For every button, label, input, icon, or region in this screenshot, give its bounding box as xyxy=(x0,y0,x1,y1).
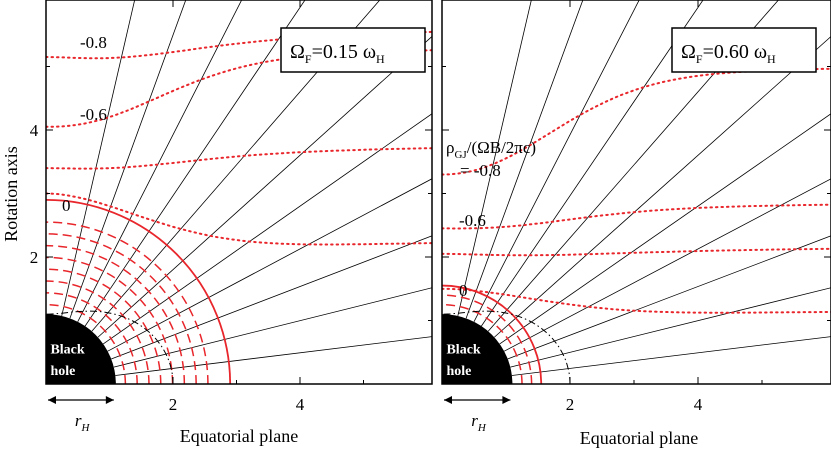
left-field-line-10 xyxy=(61,0,136,317)
left-xtick-label-1: 4 xyxy=(296,395,305,414)
left-horizon-label-line2: hole xyxy=(50,364,75,379)
left-dashed-contour-7 xyxy=(46,221,209,384)
density-label-formula: ρGJ/(ΩB/2πc) xyxy=(446,138,536,161)
left-field-line-3 xyxy=(107,178,432,352)
right-dashed-contour-1 xyxy=(442,294,533,384)
left-ytick-label-0: 2 xyxy=(30,248,39,267)
left-scale-arrow-right xyxy=(105,396,114,404)
right-xtick-label-1: 4 xyxy=(694,395,703,414)
right-horizon-label-line2: hole xyxy=(446,364,471,379)
left-plot-frame xyxy=(45,0,433,385)
right-contour-0 xyxy=(442,67,831,176)
left-x-axis-title: Equatorial plane xyxy=(180,426,298,446)
left-contour-labels: -0.8 -0.6 0 xyxy=(62,33,107,215)
right-ergosphere-curve xyxy=(442,310,571,384)
left-scale-arrow-left xyxy=(48,396,56,404)
right-field-line-2 xyxy=(507,235,831,360)
left-dashed-contour-6 xyxy=(46,233,197,384)
left-xtick-label-0: 2 xyxy=(169,395,178,414)
left-contour-label-4: 0 xyxy=(62,196,71,215)
right-annotation-text: ΩF=0.60 ωH xyxy=(681,41,776,66)
density-label-value: = -0.8 xyxy=(460,161,501,180)
right-contour-1 xyxy=(442,203,831,230)
right-dashed-contour-0 xyxy=(442,303,523,384)
left-field-line-9 xyxy=(69,0,187,319)
left-field-line-2 xyxy=(111,235,432,360)
left-dashed-contour-5 xyxy=(46,244,186,384)
right-horizon-disc xyxy=(442,314,513,384)
left-field-line-0 xyxy=(115,336,432,376)
left-scale-label: rH xyxy=(75,411,91,434)
right-contour-label-1: -0.6 xyxy=(459,211,486,230)
right-scale-arrow-right xyxy=(502,396,511,404)
left-annotation-box: ΩF=0.15 ωH xyxy=(280,27,426,73)
left-dashed-contour-1 xyxy=(46,292,138,384)
left-horizon-disc xyxy=(46,314,116,384)
right-scale-arrow-left xyxy=(444,396,452,404)
right-contour-labels: -0.6 0 xyxy=(459,211,486,300)
left-ergosphere-curve xyxy=(46,310,174,384)
left-ticks: 2 4 2 4 xyxy=(30,0,432,414)
right-horizon-label-line1: Black xyxy=(446,343,480,358)
left-contour-zero xyxy=(46,198,232,384)
left-annotation-text: ΩF=0.15 ωH xyxy=(290,41,385,66)
left-dashed-contour-4 xyxy=(46,256,174,384)
right-field-line-8 xyxy=(473,0,640,322)
right-horizon-scale: rH xyxy=(444,396,511,434)
right-horizon: Black hole xyxy=(442,314,513,384)
right-xtick-label-0: 2 xyxy=(566,395,575,414)
left-contour-2 xyxy=(46,147,432,170)
left-contour-3 xyxy=(46,192,432,246)
right-annotation-frame xyxy=(671,27,817,73)
right-field-line-5 xyxy=(494,35,831,338)
left-field-line-1 xyxy=(113,287,432,368)
left-field-line-7 xyxy=(84,0,306,327)
left-horizon: Black hole xyxy=(46,314,116,384)
right-contour-label-4: 0 xyxy=(459,281,468,300)
right-field-line-9 xyxy=(465,0,584,319)
right-plot-content xyxy=(442,0,831,384)
left-contour-label-1: -0.6 xyxy=(80,105,107,124)
left-contour-label-0: -0.8 xyxy=(80,33,107,52)
right-field-line-4 xyxy=(499,113,831,345)
left-panel: Black hole 2 4 2 4 ΩF=0.15 ωH rH -0.8 -0.6 0 E… xyxy=(1,0,433,446)
right-field-line-10 xyxy=(457,0,532,317)
y-axis-title: Rotation axis xyxy=(1,146,21,242)
right-contour-2 xyxy=(442,247,831,257)
left-annotation-frame xyxy=(280,27,426,73)
left-field-line-8 xyxy=(77,0,243,322)
left-horizon-scale: rH xyxy=(48,396,114,434)
left-field-line-5 xyxy=(97,35,432,338)
left-field-line-4 xyxy=(102,113,432,345)
right-field-line-1 xyxy=(510,287,831,368)
right-field-line-3 xyxy=(503,178,831,352)
left-plot-content xyxy=(46,0,432,384)
left-dashed-contour-0 xyxy=(46,303,127,384)
left-dashed-contour-2 xyxy=(46,280,150,384)
right-annotation-box: ΩF=0.60 ωH xyxy=(671,27,817,73)
left-dashed-contour-3 xyxy=(46,268,162,384)
right-contour-3 xyxy=(442,287,831,314)
right-x-axis-title: Equatorial plane xyxy=(580,428,698,448)
left-horizon-label-line1: Black xyxy=(50,343,84,358)
right-scale-label: rH xyxy=(471,411,487,434)
right-plot-frame xyxy=(441,0,831,385)
left-ytick-label-1: 4 xyxy=(30,121,39,140)
right-density-label: ρGJ/(ΩB/2πc)= -0.8 xyxy=(446,138,536,180)
right-field-line-0 xyxy=(511,336,831,376)
